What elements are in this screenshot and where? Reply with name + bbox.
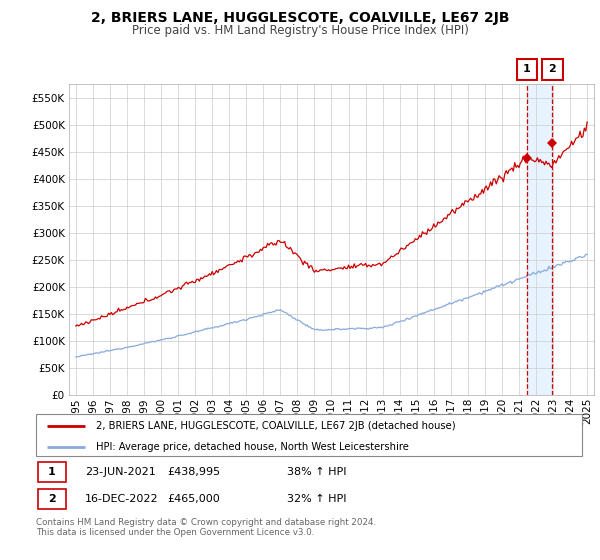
Text: £465,000: £465,000 bbox=[167, 494, 220, 503]
Text: £438,995: £438,995 bbox=[167, 467, 220, 477]
FancyBboxPatch shape bbox=[38, 489, 66, 509]
FancyBboxPatch shape bbox=[36, 414, 582, 456]
Text: 23-JUN-2021: 23-JUN-2021 bbox=[85, 467, 156, 477]
Text: 2, BRIERS LANE, HUGGLESCOTE, COALVILLE, LE67 2JB (detached house): 2, BRIERS LANE, HUGGLESCOTE, COALVILLE, … bbox=[96, 421, 455, 431]
Text: 2: 2 bbox=[548, 64, 556, 74]
FancyBboxPatch shape bbox=[517, 59, 537, 80]
Text: 38% ↑ HPI: 38% ↑ HPI bbox=[287, 467, 347, 477]
Text: Price paid vs. HM Land Registry's House Price Index (HPI): Price paid vs. HM Land Registry's House … bbox=[131, 24, 469, 36]
Bar bbox=[527, 84, 553, 395]
Text: 2: 2 bbox=[48, 494, 56, 503]
Text: 2, BRIERS LANE, HUGGLESCOTE, COALVILLE, LE67 2JB: 2, BRIERS LANE, HUGGLESCOTE, COALVILLE, … bbox=[91, 11, 509, 25]
Text: 1: 1 bbox=[523, 64, 531, 74]
FancyBboxPatch shape bbox=[38, 462, 66, 482]
Text: HPI: Average price, detached house, North West Leicestershire: HPI: Average price, detached house, Nort… bbox=[96, 442, 409, 452]
Text: 16-DEC-2022: 16-DEC-2022 bbox=[85, 494, 159, 503]
Text: Contains HM Land Registry data © Crown copyright and database right 2024.
This d: Contains HM Land Registry data © Crown c… bbox=[36, 518, 376, 538]
Text: 1: 1 bbox=[48, 467, 56, 477]
Text: 32% ↑ HPI: 32% ↑ HPI bbox=[287, 494, 347, 503]
FancyBboxPatch shape bbox=[542, 59, 563, 80]
